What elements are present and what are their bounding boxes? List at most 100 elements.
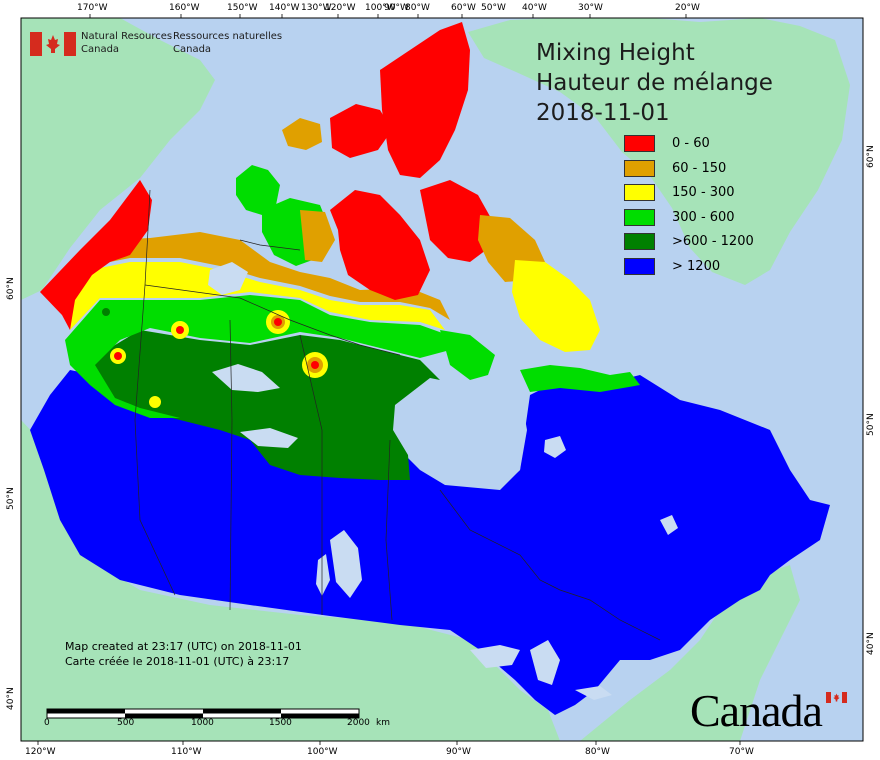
tick-top-140w: 140°W: [269, 3, 300, 13]
arctic-island-victoria-orange: [300, 210, 335, 262]
tick-top-50w: 50°W: [481, 3, 506, 13]
tick-top-130w: 130°W: [301, 3, 332, 13]
tick-left-50n: 50°N: [6, 487, 16, 510]
tick-right-60n: 60°N: [866, 145, 876, 168]
scale-label-1000: 1000: [191, 718, 214, 728]
agency-name-fr-line2: Canada: [173, 44, 212, 55]
canada-wordmark: Canada: [690, 685, 823, 736]
provincial-borders: [134, 189, 661, 641]
legend-swatch: [624, 257, 655, 275]
legend-title-en: Mixing Height: [536, 40, 695, 66]
tick-top-90w: 90°W: [384, 3, 409, 13]
zone-150-300: [62, 262, 445, 330]
lake-great-bear: [208, 262, 248, 295]
arctic-islands-central: [330, 190, 430, 300]
tick-top-100w: 100°W: [365, 3, 396, 13]
tick-top-160w: 160°W: [169, 3, 200, 13]
map-created-note: Map created at 23:17 (UTC) on 2018-11-01…: [65, 639, 302, 669]
arctic-islands-northwest: [282, 118, 322, 150]
wordmark-flag-icon: [826, 692, 847, 703]
tick-top-40w: 40°W: [522, 3, 547, 13]
lake-winnipegosis: [316, 554, 330, 596]
zone-60-150: [62, 232, 450, 320]
baffin-island-southeast: [512, 260, 600, 352]
scale-bar-graphic: [46, 708, 360, 719]
lake-great-slave: [212, 364, 280, 392]
legend-swatch: [624, 159, 655, 177]
legend-label: 300 - 600: [672, 209, 735, 225]
legend-title: Mixing Height Hauteur de mélange 2018-11…: [536, 38, 773, 128]
tick-bottom-70w: 70°W: [729, 747, 754, 757]
labrador-green: [520, 365, 640, 392]
hotspot-1-core: [102, 308, 110, 316]
legend-swatch: [624, 233, 655, 250]
tick-top-170w: 170°W: [77, 3, 108, 13]
scale-label-0: 0: [44, 718, 50, 728]
lake-superior: [470, 645, 520, 668]
legend-label: >600 - 1200: [672, 234, 754, 249]
agency-header: Natural Resources Canada Ressources natu…: [30, 30, 290, 60]
scale-label-1500: 1500: [269, 718, 292, 728]
tick-top-120w: 120°W: [325, 3, 356, 13]
alaska: [21, 18, 215, 300]
baffin-island: [420, 180, 492, 262]
ellesmere-island: [380, 22, 470, 178]
hotspot-3-core: [274, 318, 282, 326]
hotspot-5-core: [114, 352, 122, 360]
map-created-fr: Carte créée le 2018-11-01 (UTC) à 23:17: [65, 655, 290, 668]
hotspot-2-core: [176, 326, 184, 334]
scale-bar: 0 500 1000 1500 2000 km: [44, 705, 391, 733]
legend-label: > 1200: [672, 258, 721, 274]
quebec-north-green: [440, 330, 495, 380]
legend-swatch: [624, 208, 655, 226]
legend-title-fr: Hauteur de mélange: [536, 70, 773, 96]
tick-top-80w: 80°W: [405, 3, 430, 13]
zone-300-600: [65, 295, 450, 418]
tick-top-60w: 60°W: [451, 3, 476, 13]
hotspot-6: [149, 396, 161, 408]
canada-flag-icon: [30, 32, 76, 56]
lake-quebec-1: [544, 436, 566, 458]
zone-600-1200: [90, 330, 440, 480]
lake-winnipeg: [330, 530, 362, 598]
lake-huron: [530, 640, 560, 685]
tick-bottom-110w: 110°W: [171, 747, 202, 757]
lake-athabasca: [240, 428, 298, 448]
tick-top-30w: 30°W: [578, 3, 603, 13]
tick-right-40n: 40°N: [866, 632, 876, 655]
tick-right-50n: 50°N: [866, 413, 876, 436]
legend-label: 0 - 60: [672, 136, 710, 151]
united-states: [21, 420, 560, 741]
arctic-islands-north: [330, 104, 392, 158]
zone-gt-1200: [30, 370, 830, 715]
legend-swatch: [624, 184, 655, 201]
arctic-island-banks: [236, 165, 280, 215]
tick-left-60n: 60°N: [6, 277, 16, 300]
legend-label: 150 - 300: [672, 185, 735, 200]
tick-bottom-100w: 100°W: [307, 747, 338, 757]
tick-top-150w: 150°W: [227, 3, 258, 13]
agency-name-en-line2: Canada: [81, 44, 120, 55]
lake-quebec-2: [660, 515, 678, 535]
graticule-ticks: [37, 14, 741, 745]
greenland: [468, 18, 850, 285]
hotspot-4-core: [311, 361, 319, 369]
tick-bottom-120w: 120°W: [25, 747, 56, 757]
legend-label: 60 - 150: [672, 160, 727, 176]
agency-name-en-line1: Natural Resources: [81, 31, 173, 42]
tick-top-20w: 20°W: [675, 3, 700, 13]
agency-name-fr-line1: Ressources naturelles: [173, 31, 283, 42]
scale-label-2000: 2000: [347, 718, 370, 728]
scale-label-500: 500: [117, 718, 135, 728]
tick-bottom-90w: 90°W: [446, 747, 471, 757]
scale-label-unit: km: [376, 718, 390, 728]
hudson-bay: [393, 365, 527, 488]
united-states-east: [580, 565, 800, 741]
map-created-en: Map created at 23:17 (UTC) on 2018-11-01: [65, 640, 302, 653]
lake-ontario: [575, 686, 612, 700]
legend-date: 2018-11-01: [536, 100, 670, 126]
tick-bottom-80w: 80°W: [585, 747, 610, 757]
legend-swatch: [624, 135, 655, 152]
